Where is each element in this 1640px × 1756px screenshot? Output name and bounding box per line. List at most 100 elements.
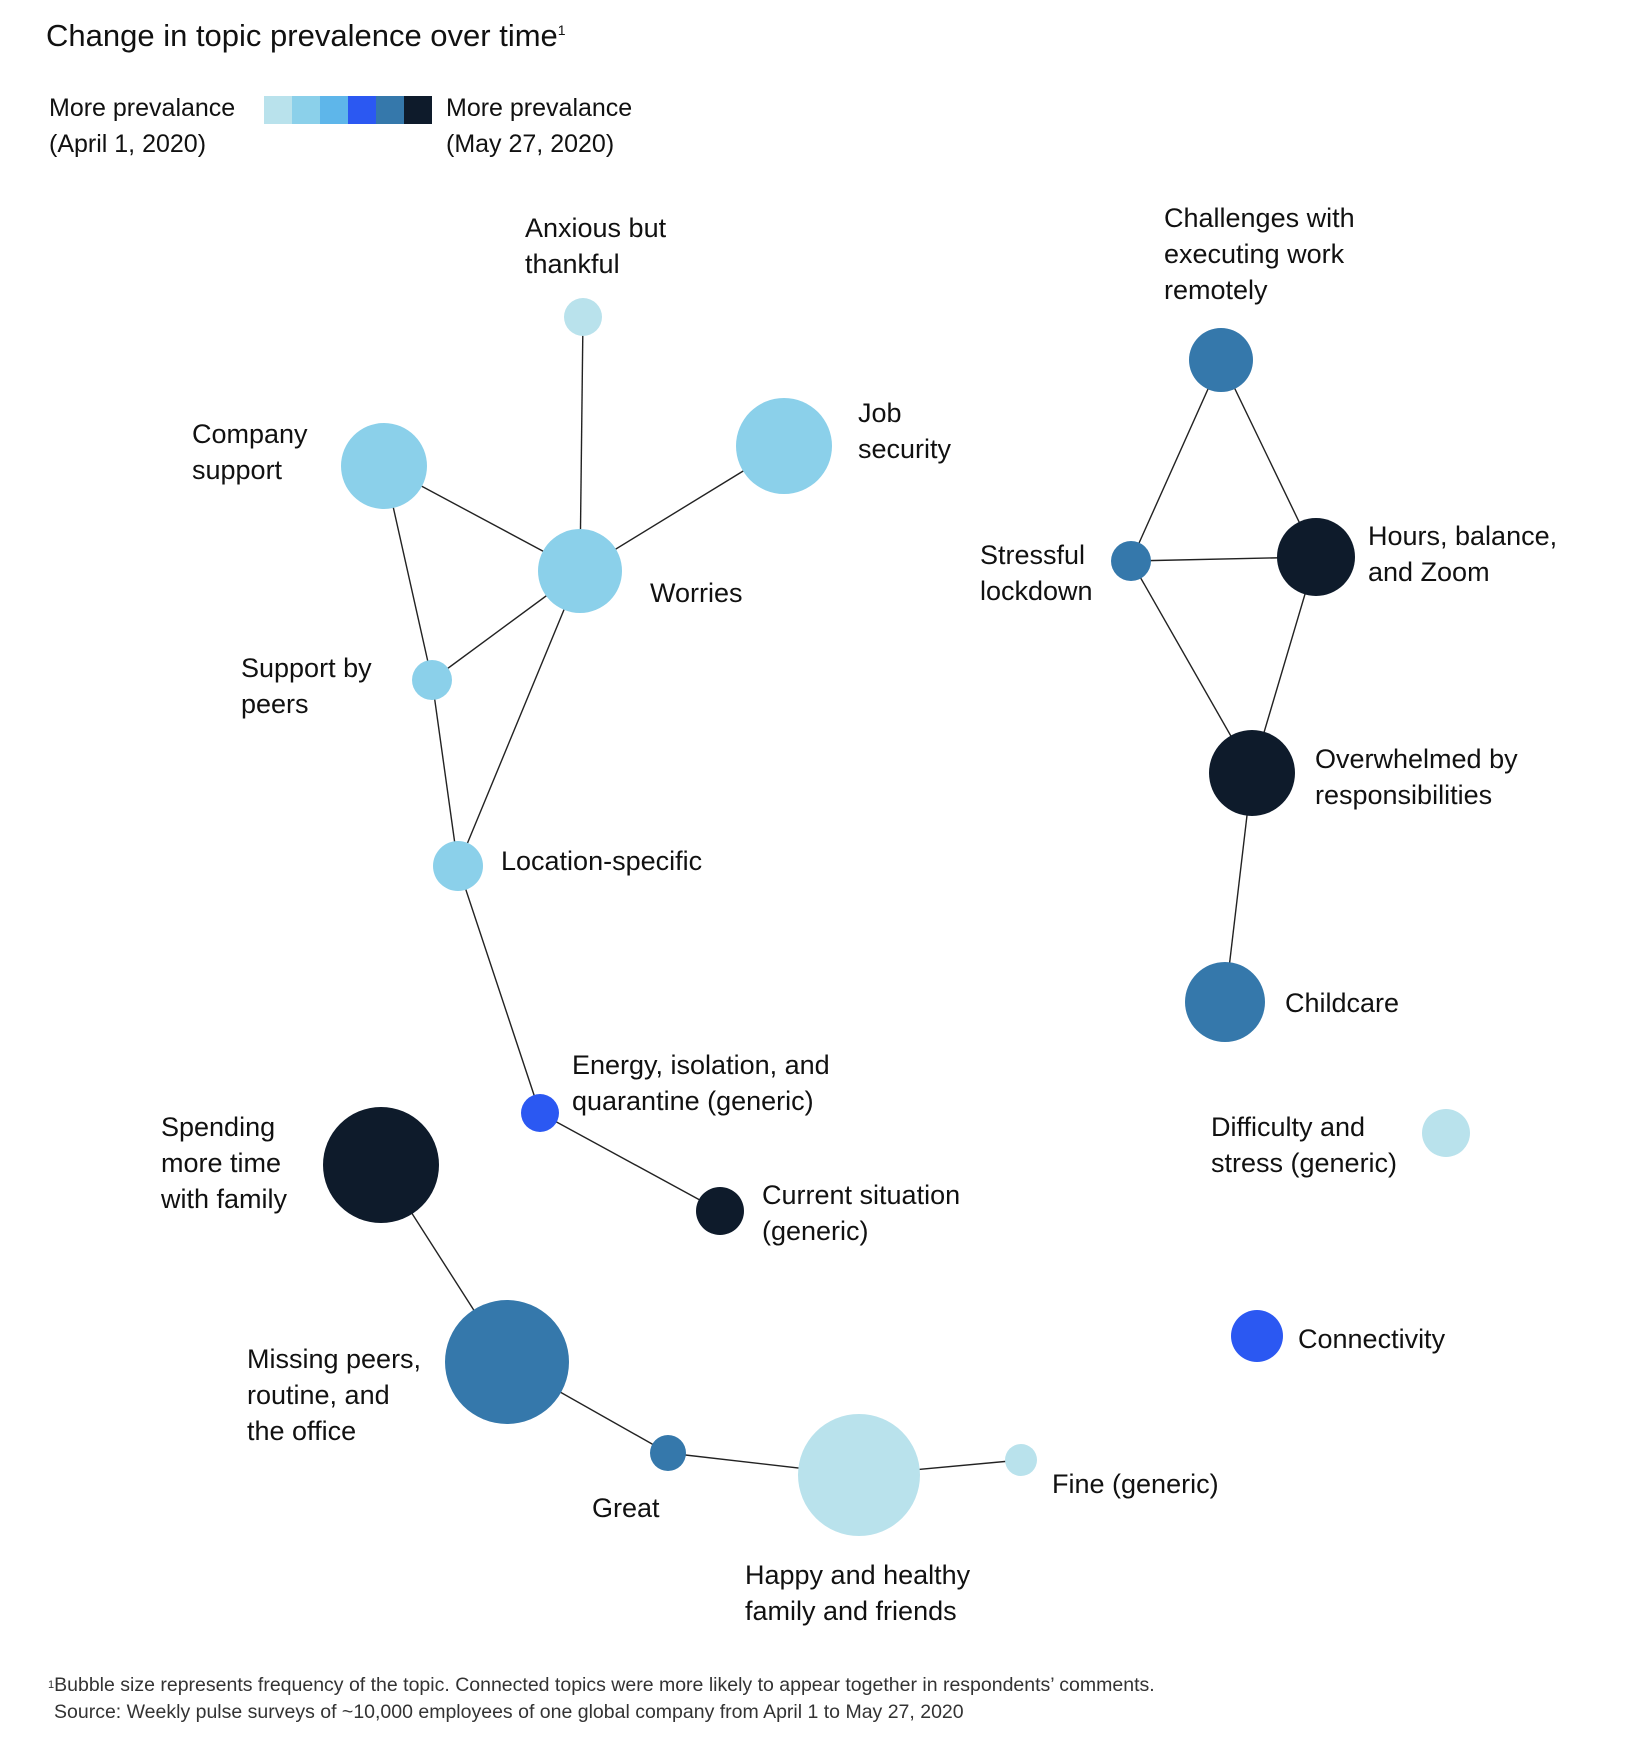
node-stressful bbox=[1111, 541, 1151, 581]
label-job-line-2: security bbox=[858, 434, 952, 464]
label-fine: Fine (generic) bbox=[1052, 1466, 1219, 1502]
label-overwhelmed: Overwhelmed by responsibilities bbox=[1315, 741, 1518, 813]
node-connectivity bbox=[1231, 1310, 1283, 1362]
node-location bbox=[433, 841, 483, 891]
legend-right-label: More prevalance (May 27, 2020) bbox=[446, 90, 632, 162]
label-worries: Worries bbox=[650, 575, 743, 611]
label-peers-line-2: peers bbox=[241, 689, 309, 719]
node-worries bbox=[538, 529, 622, 613]
label-company-line-2: support bbox=[192, 455, 283, 485]
label-company-line-1: Company bbox=[192, 419, 308, 449]
label-spending-line-3: with family bbox=[161, 1184, 288, 1214]
label-location-line-1: Location-specific bbox=[501, 846, 703, 876]
label-anxious-line-1: Anxious but bbox=[525, 213, 667, 243]
label-spending-line-2: more time bbox=[161, 1148, 282, 1178]
node-job bbox=[736, 398, 832, 494]
label-spending: Spending more time with family bbox=[161, 1109, 287, 1217]
label-peers: Support by peers bbox=[241, 650, 372, 722]
label-great: Great bbox=[592, 1490, 660, 1526]
node-company bbox=[341, 423, 427, 509]
chart-title: Change in topic prevalence over time1 bbox=[46, 18, 566, 54]
label-happy-line-2: family and friends bbox=[745, 1596, 957, 1626]
label-current: Current situation (generic) bbox=[762, 1177, 960, 1249]
label-anxious: Anxious but thankful bbox=[525, 210, 666, 282]
node-anxious bbox=[564, 298, 602, 336]
node-missing bbox=[445, 1300, 569, 1424]
legend-swatch-2 bbox=[292, 96, 320, 124]
label-hours-line-2: and Zoom bbox=[1368, 557, 1490, 587]
source-text: Source: Weekly pulse surveys of ~10,000 … bbox=[54, 1701, 964, 1723]
label-job-line-1: Job bbox=[858, 398, 902, 428]
node-fine bbox=[1005, 1444, 1037, 1476]
node-great bbox=[650, 1435, 686, 1471]
label-hours: Hours, balance, and Zoom bbox=[1368, 518, 1557, 590]
label-challenges-line-3: remotely bbox=[1164, 275, 1268, 305]
label-difficulty: Difficulty and stress (generic) bbox=[1211, 1109, 1397, 1181]
legend-left-line1: More prevalance bbox=[49, 94, 236, 122]
label-worries-line-1: Worries bbox=[650, 578, 743, 608]
label-challenges-line-2: executing work bbox=[1164, 239, 1345, 269]
label-childcare: Childcare bbox=[1285, 985, 1399, 1021]
label-spending-line-1: Spending bbox=[161, 1112, 276, 1142]
label-happy: Happy and healthy family and friends bbox=[745, 1557, 970, 1629]
label-stressful: Stressful lockdown bbox=[980, 537, 1093, 609]
edge-worries-location bbox=[457, 570, 581, 867]
label-energy: Energy, isolation, and quarantine (generi… bbox=[572, 1047, 830, 1119]
label-connectivity-line-1: Connectivity bbox=[1298, 1324, 1446, 1354]
footnote-line: 1Bubble size represents frequency of the… bbox=[48, 1672, 1155, 1699]
edge-group bbox=[380, 316, 1317, 1476]
legend-left-label: More prevalance (April 1, 2020) bbox=[49, 90, 235, 162]
legend-swatch-4 bbox=[348, 96, 376, 124]
node-childcare bbox=[1185, 962, 1265, 1042]
node-peers bbox=[412, 660, 452, 700]
label-difficulty-line-1: Difficulty and bbox=[1211, 1112, 1366, 1142]
label-energy-line-1: Energy, isolation, and bbox=[572, 1050, 830, 1080]
legend-swatch-3 bbox=[320, 96, 348, 124]
legend-swatch-1 bbox=[264, 96, 292, 124]
legend-color-scale bbox=[264, 96, 432, 124]
node-group bbox=[323, 298, 1470, 1536]
legend-right-line1: More prevalance bbox=[446, 94, 633, 122]
footer: 1Bubble size represents frequency of the… bbox=[48, 1672, 1155, 1726]
label-overwhelmed-line-2: responsibilities bbox=[1315, 780, 1493, 810]
edge-location-energy bbox=[457, 865, 541, 1114]
node-happy bbox=[798, 1414, 920, 1536]
edge-challenges-stressful bbox=[1130, 359, 1222, 562]
edge-anxious-worries bbox=[579, 316, 584, 572]
node-current bbox=[696, 1187, 744, 1235]
label-difficulty-line-2: stress (generic) bbox=[1211, 1148, 1398, 1178]
legend-left-line2: (April 1, 2020) bbox=[49, 130, 207, 158]
node-spending bbox=[323, 1107, 439, 1223]
label-missing-line-1: Missing peers, bbox=[247, 1344, 422, 1374]
footnote-mark: 1 bbox=[48, 1679, 55, 1691]
label-connectivity: Connectivity bbox=[1298, 1321, 1445, 1357]
label-location: Location-specific bbox=[501, 843, 702, 879]
label-childcare-line-1: Childcare bbox=[1285, 988, 1400, 1018]
edge-peers-location bbox=[431, 679, 459, 867]
node-overwhelmed bbox=[1209, 730, 1295, 816]
label-current-line-1: Current situation bbox=[762, 1180, 961, 1210]
label-overwhelmed-line-1: Overwhelmed by bbox=[1315, 744, 1518, 774]
label-hours-line-1: Hours, balance, bbox=[1368, 521, 1558, 551]
legend-swatch-5 bbox=[376, 96, 404, 124]
edge-energy-current bbox=[539, 1112, 721, 1212]
legend-right-line2: (May 27, 2020) bbox=[446, 130, 615, 158]
label-missing-line-3: the office bbox=[247, 1416, 357, 1446]
footnote-text: Bubble size represents frequency of the … bbox=[54, 1674, 1155, 1696]
node-difficulty bbox=[1422, 1109, 1470, 1157]
title-footnote-mark: 1 bbox=[557, 22, 566, 38]
label-anxious-line-2: thankful bbox=[525, 249, 620, 279]
label-company: Company support bbox=[192, 416, 308, 488]
label-stressful-line-2: lockdown bbox=[980, 576, 1093, 606]
label-challenges: Challenges with executing work remotely bbox=[1164, 200, 1355, 308]
label-peers-line-1: Support by bbox=[241, 653, 372, 683]
label-great-line-1: Great bbox=[592, 1493, 660, 1523]
node-challenges bbox=[1189, 328, 1253, 392]
label-current-line-2: (generic) bbox=[762, 1216, 869, 1246]
label-missing: Missing peers, routine, and the office bbox=[247, 1341, 421, 1449]
node-energy bbox=[521, 1094, 559, 1132]
chart-title-text: Change in topic prevalence over time bbox=[46, 18, 558, 53]
label-energy-line-2: quarantine (generic) bbox=[572, 1086, 814, 1116]
label-challenges-line-1: Challenges with bbox=[1164, 203, 1355, 233]
